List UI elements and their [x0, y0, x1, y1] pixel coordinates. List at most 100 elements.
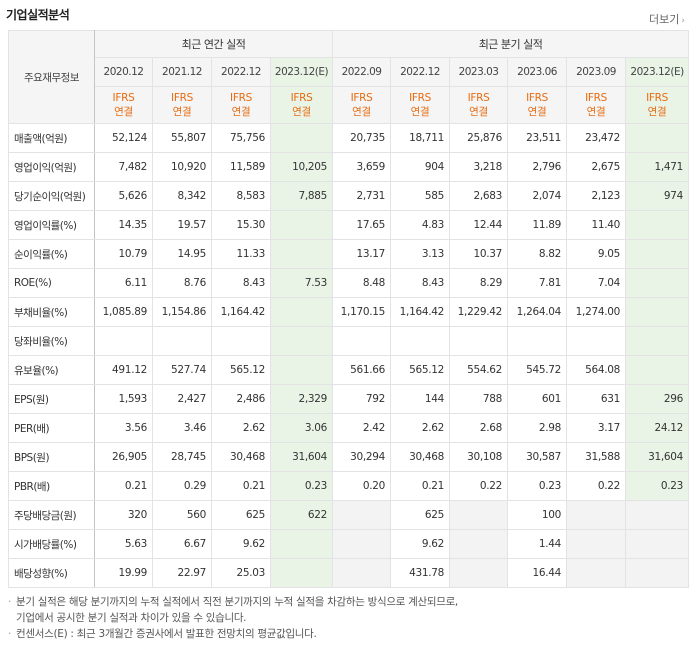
- ifrs-label-bottom: 연결: [292, 106, 311, 118]
- table-cell: 527.74: [152, 355, 212, 385]
- table-cell: 601: [507, 384, 568, 414]
- table-cell: 3.56: [94, 413, 153, 443]
- ifrs-label-bottom: 연결: [410, 106, 430, 118]
- ifrs-label-top: IFRS: [350, 92, 373, 104]
- table-cell: 631: [566, 384, 627, 414]
- table-cell: [269, 297, 334, 327]
- period-header: 2023.06: [507, 57, 568, 87]
- table-cell: 296: [625, 384, 690, 414]
- table-row: 시가배당률(%) 5.63 6.67 9.62 9.62 1.44: [8, 529, 690, 559]
- table-cell: 0.21: [211, 471, 271, 501]
- note-item: 기업에서 공시한 분기 실적과 차이가 있을 수 있습니다.: [8, 610, 458, 626]
- table-cell: 564.08: [566, 355, 627, 385]
- ifrs-label: IFRS 연결: [449, 86, 509, 124]
- table-cell: 13.17: [332, 239, 392, 269]
- table-cell: 4.83: [390, 210, 451, 240]
- ifrs-label: IFRS 연결: [94, 86, 153, 124]
- table-cell: [94, 326, 153, 356]
- table-cell: 1,274.00: [566, 297, 627, 327]
- ifrs-label: IFRS 연결: [269, 86, 334, 124]
- table-cell: 585: [390, 181, 451, 211]
- note-text: 기업에서 공시한 분기 실적과 차이가 있을 수 있습니다.: [16, 612, 247, 624]
- table-cell: 0.20: [332, 471, 392, 501]
- table-cell: 788: [449, 384, 509, 414]
- more-link[interactable]: 더보기 ›: [649, 11, 685, 27]
- table-row: ROE(%) 6.11 8.76 8.43 7.53 8.48 8.43 8.29 7.81 7.…: [8, 268, 690, 298]
- period-header: 2022.09: [332, 57, 392, 87]
- bullet-icon: ·: [8, 628, 12, 640]
- table-row: 유보율(%) 491.12 527.74 565.12 561.66 565.12 554.…: [8, 355, 690, 385]
- table-cell: [507, 326, 568, 356]
- table-row: 영업이익률(%) 14.35 19.57 15.30 17.65 4.83 12.44 11.…: [8, 210, 690, 240]
- row-label: 영업이익(억원): [8, 152, 95, 182]
- ifrs-label-top: IFRS: [230, 92, 252, 104]
- table-cell: 974: [625, 181, 690, 211]
- table-cell: 1,264.04: [507, 297, 568, 327]
- table-cell: 23,472: [566, 123, 627, 153]
- table-cell: 565.12: [390, 355, 451, 385]
- table-cell: 8.76: [152, 268, 212, 298]
- ifrs-label-bottom: 연결: [231, 106, 251, 118]
- ifrs-label-top: IFRS: [409, 92, 431, 104]
- table-cell: 1,170.15: [332, 297, 392, 327]
- table-cell: 8.82: [507, 239, 568, 269]
- table-cell: 2,123: [566, 181, 627, 211]
- table-cell: 1,154.86: [152, 297, 212, 327]
- table-cell: 75,756: [211, 123, 271, 153]
- table-cell: [625, 123, 690, 153]
- table-cell: 0.22: [449, 471, 509, 501]
- table-cell: 560: [152, 500, 212, 530]
- table-cell: 8.48: [332, 268, 392, 298]
- table-cell: 3,218: [449, 152, 509, 182]
- table-cell: 10,205: [269, 152, 334, 182]
- table-cell: 561.66: [332, 355, 392, 385]
- table-cell: 2.42: [332, 413, 392, 443]
- more-link-label[interactable]: 더보기: [649, 13, 680, 26]
- table-cell: 904: [390, 152, 451, 182]
- ifrs-label-bottom: 연결: [527, 106, 547, 118]
- ifrs-label: IFRS 연결: [390, 86, 451, 124]
- table-cell: [449, 500, 509, 530]
- table-cell: 1.44: [507, 529, 568, 559]
- table-cell: [332, 558, 392, 588]
- ifrs-header-row: IFRS 연결 IFRS 연결 IFRS 연결 IFRS 연결 IFRS 연결 IFRS 연결 IFRS…: [9, 86, 690, 124]
- table-cell: 19.57: [152, 210, 212, 240]
- row-label: 주당배당금(원): [8, 500, 95, 530]
- table-cell: 30,587: [507, 442, 568, 472]
- table-cell: 554.62: [449, 355, 509, 385]
- table-cell: 2,796: [507, 152, 568, 182]
- row-label: 매출액(억원): [8, 123, 95, 153]
- table-cell: 3.13: [390, 239, 451, 269]
- table-cell: 11.40: [566, 210, 627, 240]
- table-cell: 5,626: [94, 181, 153, 211]
- period-header-row: 2020.12 2021.12 2022.12 2023.12(E) 2022.09 20…: [9, 57, 690, 87]
- row-label: 배당성향(%): [8, 558, 95, 588]
- table-cell: [390, 326, 451, 356]
- table-cell: 3.17: [566, 413, 627, 443]
- table-cell: [566, 529, 627, 559]
- table-cell: 5.63: [94, 529, 153, 559]
- annual-group-header: 최근 연간 실적: [93, 30, 334, 58]
- ifrs-label: IFRS 연결: [625, 86, 690, 124]
- table-cell: 28,745: [152, 442, 212, 472]
- table-cell: 2.98: [507, 413, 568, 443]
- table-cell: 30,468: [390, 442, 451, 472]
- table-cell: 8.43: [211, 268, 271, 298]
- table-cell: [625, 326, 690, 356]
- note-item: · 분기 실적은 해당 분기까지의 누적 실적에서 직전 분기까지의 누적 실적을…: [8, 594, 458, 610]
- table-cell: 2.68: [449, 413, 509, 443]
- table-cell: 31,588: [566, 442, 627, 472]
- table-cell: [566, 326, 627, 356]
- table-cell: [625, 239, 690, 269]
- table-cell: 3,659: [332, 152, 392, 182]
- table-cell: 2,486: [211, 384, 271, 414]
- table-cell: 2,731: [332, 181, 392, 211]
- table-cell: 14.35: [94, 210, 153, 240]
- table-cell: 7.04: [566, 268, 627, 298]
- table-cell: 320: [94, 500, 153, 530]
- table-cell: [269, 239, 334, 269]
- table-cell: 1,164.42: [211, 297, 271, 327]
- table-cell: 8,583: [211, 181, 271, 211]
- table-cell: 565.12: [211, 355, 271, 385]
- table-cell: 1,164.42: [390, 297, 451, 327]
